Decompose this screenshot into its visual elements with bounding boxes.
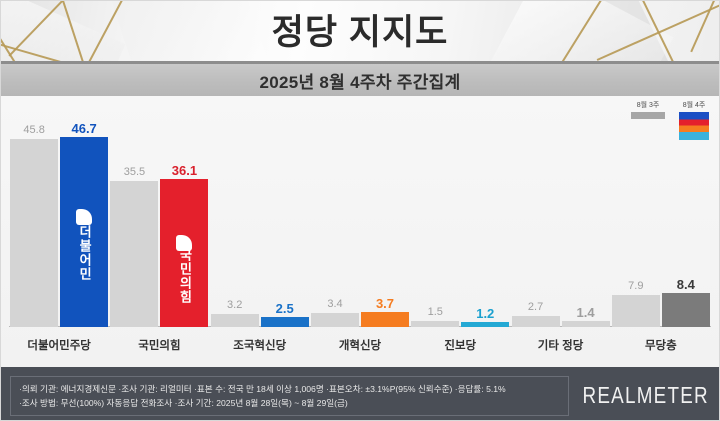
bar-value-current: 3.7 — [375, 295, 395, 311]
methodology-line-2: ·조사 방법: 무선(100%) 자동응답 전화조사 ·조사 기간: 2025년… — [19, 397, 348, 408]
category-label: 기타 정당 — [537, 340, 584, 352]
bar-value-current: 8.4 — [676, 276, 695, 292]
bar-rect — [260, 316, 309, 327]
bar-current-week: 3.7 — [360, 122, 409, 327]
party-emblem-text: 국민의힘 — [177, 248, 193, 305]
page-title: 정당 지지도 — [271, 13, 449, 52]
poster-header: 정당 지지도 — [1, 1, 719, 61]
bar-rect — [511, 315, 560, 327]
bar-current-week: 1.4 — [561, 122, 610, 327]
party-emblem-icon — [176, 235, 193, 252]
legend-item-current: 8월 4주 — [679, 100, 709, 140]
chart-area: 8월 3주 8월 4주 45.8 46.7 더불어민주당 35.5 36.1 국민의힘 3.… — [1, 96, 719, 367]
bar-group: 7.9 8.4 — [611, 122, 711, 327]
bar-rect — [360, 311, 409, 327]
category-label: 조국혁신당 — [233, 340, 287, 352]
bar-previous-week: 7.9 — [611, 122, 660, 327]
bar-group: 35.5 36.1 국민의힘 — [109, 122, 209, 327]
bar-value-current: 2.5 — [275, 300, 294, 316]
bar-group: 1.5 1.2 — [410, 122, 510, 327]
subtitle-band: 2025년 8월 4주차 주간집계 — [1, 64, 719, 96]
bar-value-previous: 1.5 — [427, 305, 443, 318]
bar-previous-week: 1.5 — [411, 122, 460, 327]
bar-value-previous: 3.2 — [227, 298, 243, 311]
bar-group: 3.4 3.7 — [310, 122, 410, 327]
bar-value-current: 46.7 — [71, 121, 97, 136]
methodology-note: ·의뢰 기관: 에너지경제신문 ·조사 기관: 리얼미터 ·표본 수: 전국 만… — [10, 375, 569, 416]
bar-value-current: 1.4 — [576, 305, 595, 321]
bar-value-previous: 3.4 — [327, 298, 343, 311]
bar-previous-week: 3.2 — [210, 122, 259, 327]
bar-rect — [611, 294, 660, 327]
bar-value-previous: 35.5 — [123, 166, 146, 179]
bar-value-current: 1.2 — [476, 306, 495, 321]
bar-current-week: 1.2 — [461, 122, 510, 327]
header-divider — [1, 61, 719, 64]
poster-footer: ·의뢰 기관: 에너지경제신문 ·조사 기관: 리얼미터 ·표본 수: 전국 만… — [1, 367, 719, 420]
category-label: 진보당 — [444, 340, 477, 352]
party-emblem-icon — [76, 209, 93, 226]
category-label: 무당층 — [644, 340, 677, 352]
bar-group: 2.7 1.4 — [510, 122, 610, 327]
bar-rect — [10, 139, 59, 327]
legend-item-previous: 8월 3주 — [631, 100, 665, 140]
bar-previous-week: 35.5 — [110, 122, 159, 327]
bar-current-week: 46.7 더불어민주당 — [60, 121, 109, 327]
legend-swatch-current — [679, 112, 709, 140]
bar-rect — [210, 313, 259, 327]
bar-previous-week: 2.7 — [511, 122, 560, 327]
bar-previous-week: 3.4 — [310, 122, 359, 327]
category-label: 더불어민주당 — [27, 340, 91, 352]
bar-rect: 더불어민주당 — [60, 137, 109, 327]
chart-legend: 8월 3주 8월 4주 — [631, 100, 709, 140]
bar-rect — [110, 181, 159, 327]
bar-current-week: 2.5 — [260, 122, 309, 327]
legend-label-current: 8월 4주 — [682, 102, 706, 109]
category-axis-labels: 더불어민주당 국민의힘 조국혁신당 개혁신당 진보당 기타 정당 무당층 — [9, 329, 711, 359]
bar-group: 45.8 46.7 더불어민주당 — [9, 122, 109, 327]
subtitle-text: 2025년 8월 4주차 주간집계 — [259, 72, 461, 92]
bar-rect: 국민의힘 — [160, 179, 209, 327]
bar-rect — [461, 322, 510, 327]
bar-group: 3.2 2.5 — [210, 122, 310, 327]
bar-groups: 45.8 46.7 더불어민주당 35.5 36.1 국민의힘 3.2 2.5 3.4 3.7 1.… — [9, 122, 711, 327]
bar-value-previous: 45.8 — [23, 124, 45, 137]
party-emblem-text: 더불어민주당 — [77, 225, 93, 282]
bar-value-current: 36.1 — [171, 163, 198, 178]
axis-baseline — [9, 326, 711, 327]
bar-rect — [310, 313, 359, 327]
bar-rect — [661, 292, 710, 327]
bar-current-week: 8.4 — [661, 122, 710, 327]
category-label: 국민의힘 — [138, 340, 181, 352]
bar-value-previous: 7.9 — [628, 279, 644, 292]
category-label: 개혁신당 — [338, 340, 382, 352]
bar-rect — [411, 320, 460, 327]
bar-plot: 45.8 46.7 더불어민주당 35.5 36.1 국민의힘 3.2 2.5 3.4 3.7 1.… — [1, 122, 719, 367]
legend-swatch-previous — [631, 112, 665, 119]
legend-label-previous: 8월 3주 — [636, 102, 660, 109]
bar-rect — [561, 321, 610, 327]
methodology-line-1: ·의뢰 기관: 에너지경제신문 ·조사 기관: 리얼미터 ·표본 수: 전국 만… — [19, 383, 506, 394]
bar-previous-week: 45.8 — [10, 122, 59, 327]
realmeter-logo: REALMETER — [582, 382, 709, 408]
bar-current-week: 36.1 국민의힘 — [160, 122, 209, 327]
bar-value-previous: 2.7 — [527, 300, 544, 313]
